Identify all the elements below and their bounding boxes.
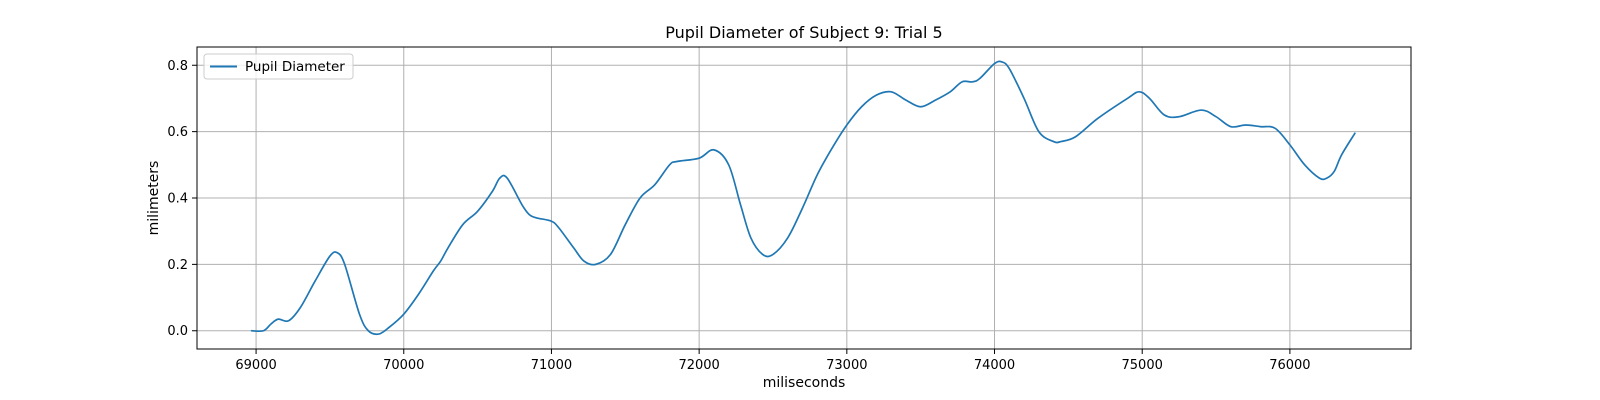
chart-title: Pupil Diameter of Subject 9: Trial 5 xyxy=(665,23,942,42)
y-axis-ticks: 0.0 0.2 0.4 0.6 0.8 xyxy=(167,59,197,339)
legend-box xyxy=(203,53,354,80)
y-tick-label: 0.6 xyxy=(167,125,188,140)
x-tick-label: 72000 xyxy=(678,358,719,373)
x-axis-ticks: 69000 70000 71000 72000 73000 74000 75000 76000 xyxy=(235,349,1311,373)
grid xyxy=(197,47,1411,349)
x-tick-label: 69000 xyxy=(235,358,276,373)
legend: Pupil Diameter xyxy=(203,53,354,80)
x-tick-label: 71000 xyxy=(531,358,572,373)
y-axis-label: milimeters xyxy=(146,161,162,236)
x-tick-label: 73000 xyxy=(826,358,867,373)
x-axis-label: miliseconds xyxy=(763,375,846,391)
plot-frame xyxy=(196,46,1412,350)
y-tick-label: 0.0 xyxy=(167,324,188,339)
series-layer xyxy=(250,60,1356,336)
x-tick-label: 75000 xyxy=(1122,358,1163,373)
series-line-pupil-diameter xyxy=(250,60,1356,336)
y-tick-label: 0.2 xyxy=(167,258,188,273)
x-tick-label: 70000 xyxy=(383,358,424,373)
y-tick-label: 0.4 xyxy=(167,192,188,207)
y-tick-label: 0.8 xyxy=(167,59,188,74)
x-tick-label: 76000 xyxy=(1269,358,1310,373)
legend-label: Pupil Diameter xyxy=(245,59,345,75)
x-tick-label: 74000 xyxy=(974,358,1015,373)
